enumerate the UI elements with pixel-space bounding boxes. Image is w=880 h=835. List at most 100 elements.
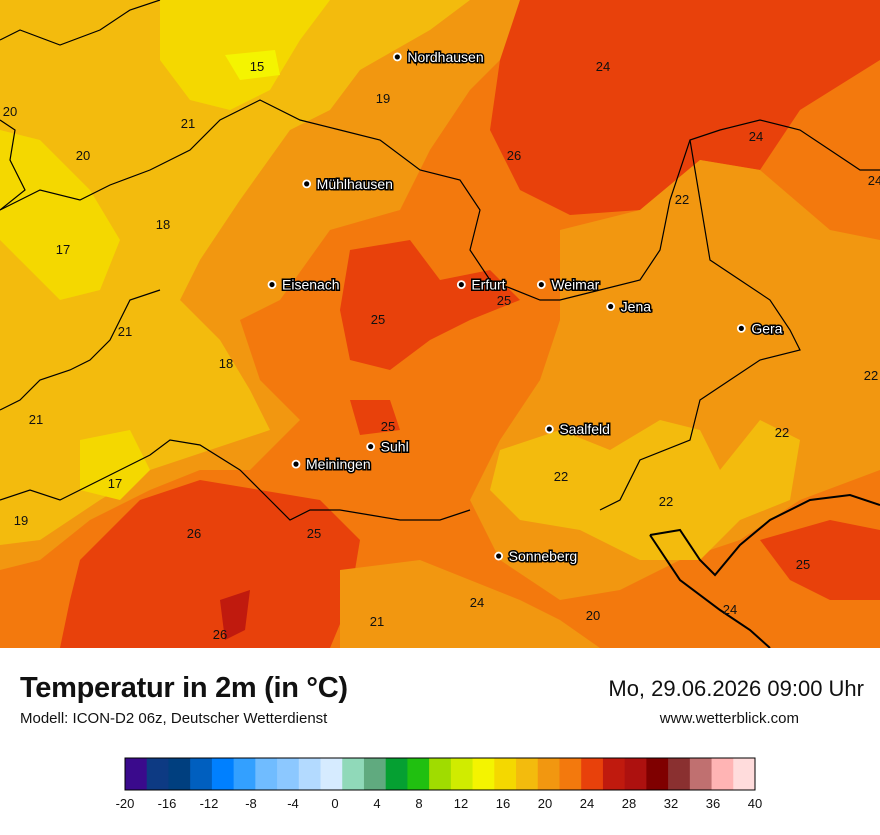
city-marker-suhl[interactable]: Suhl xyxy=(366,437,410,456)
isotherm-label: 20 xyxy=(76,148,90,163)
isotherm-label: 21 xyxy=(181,116,195,131)
isotherm-label: 24 xyxy=(868,173,880,188)
colorbar-swatch xyxy=(429,758,452,790)
colorbar-frame xyxy=(124,757,756,791)
country-border xyxy=(649,493,880,648)
colorbar-tick-label: 16 xyxy=(496,796,510,811)
colorbar-tick-label: -4 xyxy=(287,796,299,811)
colorbar-swatch xyxy=(407,758,430,790)
forecast-datetime: Mo, 29.06.2026 09:00 Uhr xyxy=(608,676,864,701)
colorbar-swatch xyxy=(581,758,604,790)
isotherm-labels: 15 19 24 20 21 24 20 26 22 24 18 17 25 25 21 18 22 21 25 22… xyxy=(3,59,880,642)
city-dot xyxy=(606,302,616,311)
state-borders xyxy=(0,0,880,521)
field-t25-sw xyxy=(60,480,360,648)
isotherm-label: 20 xyxy=(3,104,17,119)
city-marker-eisenach[interactable]: Eisenach xyxy=(267,275,341,294)
city-marker-gera[interactable]: Gera xyxy=(736,319,784,338)
isotherm-label: 26 xyxy=(507,148,521,163)
city-label: Suhl xyxy=(381,439,409,455)
colorbar-swatch xyxy=(146,758,169,790)
city-marker-meiningen[interactable]: Meiningen xyxy=(291,455,372,474)
isotherm-label: 26 xyxy=(213,627,227,642)
map-canvas: 15 19 24 20 21 24 20 26 22 24 18 17 25 25 21 18 22 21 25 22… xyxy=(0,0,880,648)
field-t15 xyxy=(225,50,280,80)
field-t19-e xyxy=(490,420,800,560)
field-t25-se xyxy=(760,520,880,600)
city-marker-sonneberg[interactable]: Sonneberg xyxy=(494,547,579,566)
city-marker-erfurt[interactable]: Erfurt xyxy=(456,275,507,294)
field-t27-sw xyxy=(220,590,250,640)
isotherm-label: 21 xyxy=(29,412,43,427)
isotherm-label: 26 xyxy=(187,526,201,541)
colorbar-swatch xyxy=(385,758,408,790)
isotherm-label: 22 xyxy=(675,192,689,207)
colorbar-swatch xyxy=(624,758,647,790)
city-marker-saalfeld[interactable]: Saalfeld xyxy=(544,420,611,439)
colorbar-tick-label: -20 xyxy=(116,796,135,811)
city-dot xyxy=(302,179,312,189)
city-marker-weimar[interactable]: Weimar xyxy=(536,275,601,294)
isotherm-label: 21 xyxy=(370,614,384,629)
city-label: Gera xyxy=(751,320,782,336)
city-label: Sonneberg xyxy=(509,548,578,564)
isotherm-label: 22 xyxy=(659,494,673,509)
colorbar-tick-label: 8 xyxy=(415,796,422,811)
city-marker-jena[interactable]: Jena xyxy=(606,297,653,316)
temperature-map[interactable]: 15 19 24 20 21 24 20 26 22 24 18 17 25 25 21 18 22 21 25 22… xyxy=(0,0,880,648)
field-t25-center xyxy=(340,240,520,435)
isotherm-label: 18 xyxy=(156,217,170,232)
map-title: Temperatur in 2m (in °C) xyxy=(20,672,348,704)
colorbar-tick-label: 24 xyxy=(580,796,594,811)
colorbar-swatch xyxy=(125,758,148,790)
isotherm-label: 18 xyxy=(219,356,233,371)
colorbar-swatch xyxy=(277,758,300,790)
colorbar-swatch xyxy=(168,758,191,790)
city-dot xyxy=(392,52,402,62)
city-dot xyxy=(291,459,301,469)
colorbar-swatch xyxy=(211,758,235,790)
colorbar-swatch xyxy=(255,758,278,790)
isotherm-label: 17 xyxy=(108,476,122,491)
field-t17-nw xyxy=(0,0,330,500)
city-dot xyxy=(366,442,376,451)
colorbar-tick-label: 36 xyxy=(706,796,720,811)
colorbar-swatch xyxy=(646,758,669,790)
colorbar-swatch xyxy=(298,758,322,790)
city-label: Meiningen xyxy=(306,456,371,472)
isotherm-label: 25 xyxy=(796,557,810,572)
city-label: Erfurt xyxy=(471,277,505,293)
colorbar-swatch xyxy=(689,758,713,790)
colorbar-tick-label: 4 xyxy=(373,796,380,811)
colorbar-swatch xyxy=(733,758,756,790)
isotherm-label: 21 xyxy=(118,324,132,339)
isotherm-label: 22 xyxy=(554,469,568,484)
city-dot xyxy=(456,280,466,289)
city-marker-mühlhausen[interactable]: Mühlhausen xyxy=(302,174,394,193)
city-dot xyxy=(544,424,554,434)
isotherm-label: 25 xyxy=(307,526,321,541)
city-label: Nordhausen xyxy=(407,49,483,65)
city-dot xyxy=(536,280,546,289)
city-label: Weimar xyxy=(551,277,599,293)
colorbar-swatch xyxy=(320,758,343,790)
isotherm-label: 22 xyxy=(775,425,789,440)
isotherm-label: 24 xyxy=(749,129,763,144)
isotherm-label: 19 xyxy=(376,91,390,106)
field-t21-s xyxy=(340,560,600,648)
isotherm-label: 25 xyxy=(381,419,395,434)
isotherm-label: 17 xyxy=(56,242,70,257)
website-link[interactable]: www.wetterblick.com xyxy=(659,710,799,727)
colorbar-swatch xyxy=(494,758,517,790)
city-marker-nordhausen[interactable]: Nordhausen xyxy=(392,47,485,66)
city-label: Jena xyxy=(621,298,652,314)
isotherm-label: 20 xyxy=(586,608,600,623)
colorbar-swatch xyxy=(450,758,474,790)
field-t19-nw xyxy=(0,0,470,545)
colorbar-swatch xyxy=(516,758,539,790)
colorbar: -20 -16 -12 -8 -4 0 4 8 12 16 20 24 28 32 36 40 xyxy=(116,757,762,811)
isotherm-label: 25 xyxy=(497,293,511,308)
colorbar-swatch xyxy=(472,758,495,790)
isotherm-label: 19 xyxy=(14,513,28,528)
isotherm-label: 22 xyxy=(864,368,878,383)
